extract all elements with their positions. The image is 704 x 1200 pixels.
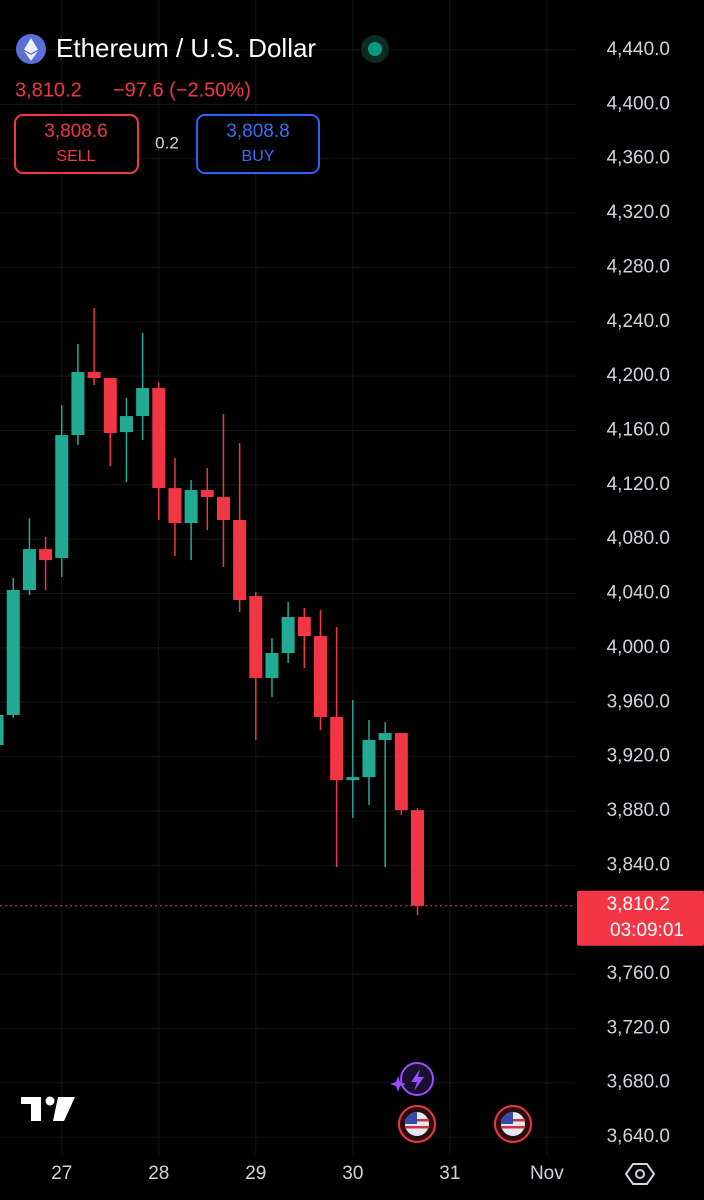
candle-body xyxy=(216,497,230,521)
eth-logo xyxy=(24,38,38,61)
candle-body xyxy=(0,715,4,746)
y-tick-label: 4,280.0 xyxy=(607,256,670,277)
candle-body xyxy=(330,717,344,781)
y-tick-label: 3,920.0 xyxy=(607,746,670,767)
candle-body xyxy=(281,617,295,654)
x-tick-label: Nov xyxy=(530,1163,564,1184)
last-price-label: 3,810.2 xyxy=(607,894,670,915)
buy-price[interactable]: 3,808.8 xyxy=(226,121,289,142)
settings-button[interactable] xyxy=(624,1163,656,1185)
buy-label[interactable]: BUY xyxy=(242,148,275,165)
countdown-label: 03:09:01 xyxy=(610,920,684,941)
candle-body xyxy=(394,733,408,811)
candle-body xyxy=(411,810,425,906)
candle-body xyxy=(168,488,182,524)
candle-body xyxy=(378,733,392,741)
y-tick-label: 3,880.0 xyxy=(607,800,670,821)
ai-icon-spark[interactable] xyxy=(390,1076,406,1092)
y-tick-label: 4,120.0 xyxy=(607,474,670,495)
y-tick-label: 4,040.0 xyxy=(607,583,670,604)
sell-price[interactable]: 3,808.6 xyxy=(44,121,107,142)
settings-hexagon[interactable] xyxy=(624,1163,656,1185)
y-tick-label: 3,720.0 xyxy=(607,1017,670,1038)
sell-box[interactable] xyxy=(14,114,139,174)
y-tick-label: 3,840.0 xyxy=(607,854,670,875)
y-tick-label: 3,760.0 xyxy=(607,963,670,984)
candle-body xyxy=(71,372,85,436)
sell-label[interactable]: SELL xyxy=(56,148,95,165)
flag-stripe xyxy=(501,1126,525,1129)
candle-body xyxy=(265,653,279,679)
candle-body xyxy=(233,520,247,601)
candle-body xyxy=(184,489,198,524)
tradingview-logo xyxy=(21,1096,75,1121)
ai-icon-bolt[interactable] xyxy=(411,1069,424,1091)
sell-button[interactable]: 3,808.6 SELL xyxy=(14,114,139,174)
settings-center[interactable] xyxy=(635,1169,645,1179)
logo-part xyxy=(31,1097,41,1121)
candle-body xyxy=(103,378,117,434)
flag-canton xyxy=(405,1112,417,1124)
y-tick-label: 4,360.0 xyxy=(607,148,670,169)
price-change: −97.6 (−2.50%) xyxy=(113,79,251,101)
logo-part xyxy=(53,1097,75,1121)
candle-body xyxy=(152,388,166,489)
y-tick-label: 4,000.0 xyxy=(607,637,670,658)
flag-stripe xyxy=(405,1126,429,1129)
candle-body xyxy=(297,617,311,637)
y-tick-label: 4,320.0 xyxy=(607,202,670,223)
y-tick-label: 4,080.0 xyxy=(607,528,670,549)
logo-part xyxy=(45,1096,55,1106)
y-tick-label: 4,440.0 xyxy=(607,39,670,60)
event-flag[interactable] xyxy=(494,1105,532,1143)
event-flag[interactable] xyxy=(398,1105,436,1143)
last-price-box xyxy=(577,890,704,946)
candle-body xyxy=(39,549,53,561)
x-tick-label: 31 xyxy=(439,1163,460,1184)
candle-body xyxy=(55,435,69,559)
buy-button[interactable]: 3,808.8 BUY xyxy=(196,114,320,174)
candle-body xyxy=(313,636,327,718)
candle-body xyxy=(22,549,36,591)
candle-body xyxy=(362,740,376,778)
candle-body xyxy=(249,596,263,679)
x-tick-label: 28 xyxy=(148,1163,169,1184)
symbol-title: Ethereum / U.S. Dollar xyxy=(56,33,316,63)
candle-body xyxy=(119,416,133,433)
y-tick-label: 4,200.0 xyxy=(607,365,670,386)
flag-canton xyxy=(501,1112,513,1124)
market-status-dot xyxy=(368,42,382,56)
candle-body xyxy=(136,388,150,417)
x-tick-label: 30 xyxy=(342,1163,363,1184)
y-tick-label: 4,240.0 xyxy=(607,311,670,332)
candle-body xyxy=(6,590,20,716)
y-tick-label: 3,960.0 xyxy=(607,691,670,712)
last-price: 3,810.2 xyxy=(15,79,82,101)
y-tick-label: 4,160.0 xyxy=(607,419,670,440)
candle-body xyxy=(200,489,214,498)
y-tick-label: 3,680.0 xyxy=(607,1072,670,1093)
plot-area xyxy=(0,308,575,916)
candle-body xyxy=(346,777,360,781)
buy-box[interactable] xyxy=(196,114,320,174)
y-tick-label: 4,400.0 xyxy=(607,93,670,114)
y-tick-label: 3,640.0 xyxy=(607,1126,670,1147)
candle-body xyxy=(87,372,101,379)
x-tick-label: 29 xyxy=(245,1163,266,1184)
ai-icon[interactable] xyxy=(390,1062,434,1096)
spread: 0.2 xyxy=(155,133,179,152)
x-tick-label: 27 xyxy=(51,1163,72,1184)
